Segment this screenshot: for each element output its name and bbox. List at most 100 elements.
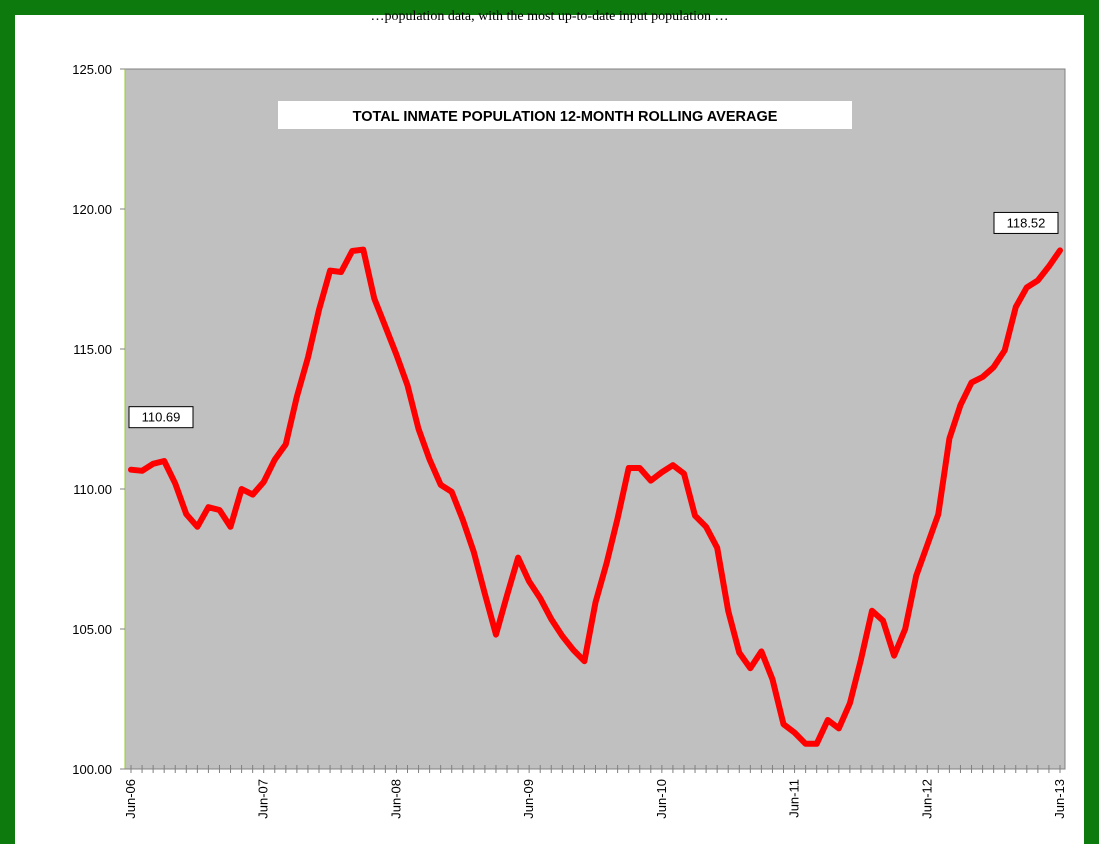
data-point — [716, 547, 718, 549]
data-point — [926, 544, 928, 546]
data-point — [429, 459, 431, 461]
data-point — [893, 655, 895, 657]
data-label: 118.52 — [1007, 215, 1046, 230]
data-point — [727, 610, 729, 612]
y-tick-label: 100.00 — [72, 762, 112, 777]
data-point — [263, 481, 265, 483]
data-point — [274, 459, 276, 461]
data-point — [971, 382, 973, 384]
data-point — [185, 513, 187, 515]
data-point — [329, 270, 331, 272]
data-point — [207, 506, 209, 508]
data-point — [771, 678, 773, 680]
x-tick-label: Jun-06 — [123, 779, 138, 819]
data-point — [351, 250, 353, 252]
data-point — [528, 580, 530, 582]
data-point — [959, 404, 961, 406]
plot-area — [124, 68, 1066, 770]
data-point — [130, 469, 132, 471]
y-tick-label: 105.00 — [72, 622, 112, 637]
data-point — [1059, 249, 1061, 251]
data-point — [595, 601, 596, 603]
data-point — [539, 597, 541, 599]
data-point — [451, 491, 453, 493]
data-point — [406, 384, 408, 386]
data-point — [307, 356, 309, 358]
data-point — [583, 660, 585, 662]
data-point — [395, 354, 397, 356]
data-point — [871, 610, 873, 612]
data-point — [749, 667, 751, 669]
data-point — [982, 376, 984, 378]
data-point — [484, 593, 486, 595]
data-point — [550, 618, 552, 620]
data-point — [373, 298, 375, 300]
data-point — [384, 326, 386, 328]
data-label: 110.69 — [142, 410, 181, 425]
data-point — [473, 551, 475, 553]
data-point — [617, 517, 619, 519]
data-point — [418, 428, 420, 430]
data-point — [163, 460, 165, 462]
data-point — [1026, 286, 1028, 288]
data-point — [915, 575, 917, 577]
data-point — [661, 471, 663, 473]
data-point — [937, 513, 939, 515]
data-point — [860, 659, 862, 661]
data-point — [882, 620, 884, 622]
data-point — [1048, 265, 1050, 267]
x-tick-label: Jun-13 — [1052, 779, 1067, 819]
data-point — [783, 723, 785, 725]
x-tick-label: Jun-11 — [787, 779, 802, 818]
data-point — [362, 249, 364, 251]
x-tick-label: Jun-10 — [654, 779, 669, 819]
data-point — [683, 473, 685, 475]
x-tick-label: Jun-07 — [256, 779, 271, 819]
data-point — [462, 519, 464, 521]
data-label-box — [128, 406, 194, 429]
data-point — [572, 649, 574, 651]
x-axis-ticks: Jun-06 Jun-07 Jun-08 Jun-09 Jun-10 Jun-11 Jun-… — [123, 765, 1067, 819]
data-point — [760, 650, 762, 652]
chart-title-box: TOTAL INMATE POPULATION 12-MONTH ROLLING… — [278, 101, 852, 129]
data-point — [816, 743, 818, 745]
data-point — [827, 719, 829, 721]
data-point — [517, 557, 519, 559]
data-point — [650, 480, 652, 482]
y-tick-label: 110.00 — [73, 482, 112, 497]
data-point — [152, 463, 154, 465]
data-point — [805, 743, 807, 745]
x-tick-label: Jun-09 — [521, 779, 536, 819]
data-point — [694, 515, 696, 517]
data-point — [948, 438, 950, 440]
data-point — [296, 396, 298, 398]
chart-title-bg — [278, 101, 852, 129]
data-point — [230, 526, 232, 528]
data-point — [196, 526, 198, 528]
data-point — [506, 594, 508, 596]
data-point — [285, 443, 287, 445]
data-point — [738, 652, 740, 654]
data-point — [993, 366, 995, 368]
y-tick-label: 120.00 — [72, 202, 112, 217]
x-tick-label: Jun-08 — [388, 779, 403, 819]
data-point — [628, 467, 630, 469]
data-point — [174, 482, 176, 484]
header-caption: …population data, with the most up-to-da… — [370, 9, 729, 23]
data-point — [1004, 349, 1006, 351]
data-point — [794, 732, 796, 734]
x-tick-label: Jun-12 — [919, 779, 934, 819]
data-point — [318, 309, 320, 311]
data-point — [1015, 306, 1017, 308]
series-layer — [128, 246, 1063, 747]
data-point — [705, 526, 707, 528]
data-label-box — [993, 211, 1059, 234]
data-point — [252, 494, 254, 496]
y-axis-ticks: 100.00 105.00 110.00 115.00 120.00 125.00 — [72, 62, 125, 777]
data-point — [141, 470, 143, 472]
data-point — [904, 628, 906, 630]
data-point — [838, 727, 840, 729]
data-point — [606, 562, 608, 564]
data-point — [241, 488, 243, 490]
